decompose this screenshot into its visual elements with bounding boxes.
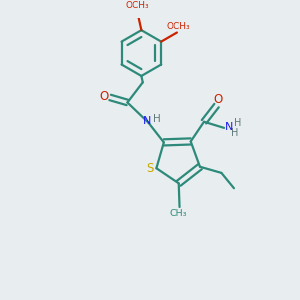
Text: S: S	[147, 162, 154, 175]
Text: O: O	[213, 93, 223, 106]
Text: CH₃: CH₃	[169, 209, 187, 218]
Text: H: H	[153, 114, 161, 124]
Text: N: N	[225, 122, 233, 131]
Text: OCH₃: OCH₃	[167, 22, 190, 31]
Text: H: H	[234, 118, 242, 128]
Text: H: H	[231, 128, 238, 138]
Text: N: N	[143, 116, 151, 126]
Text: O: O	[99, 90, 109, 103]
Text: OCH₃: OCH₃	[125, 1, 149, 10]
